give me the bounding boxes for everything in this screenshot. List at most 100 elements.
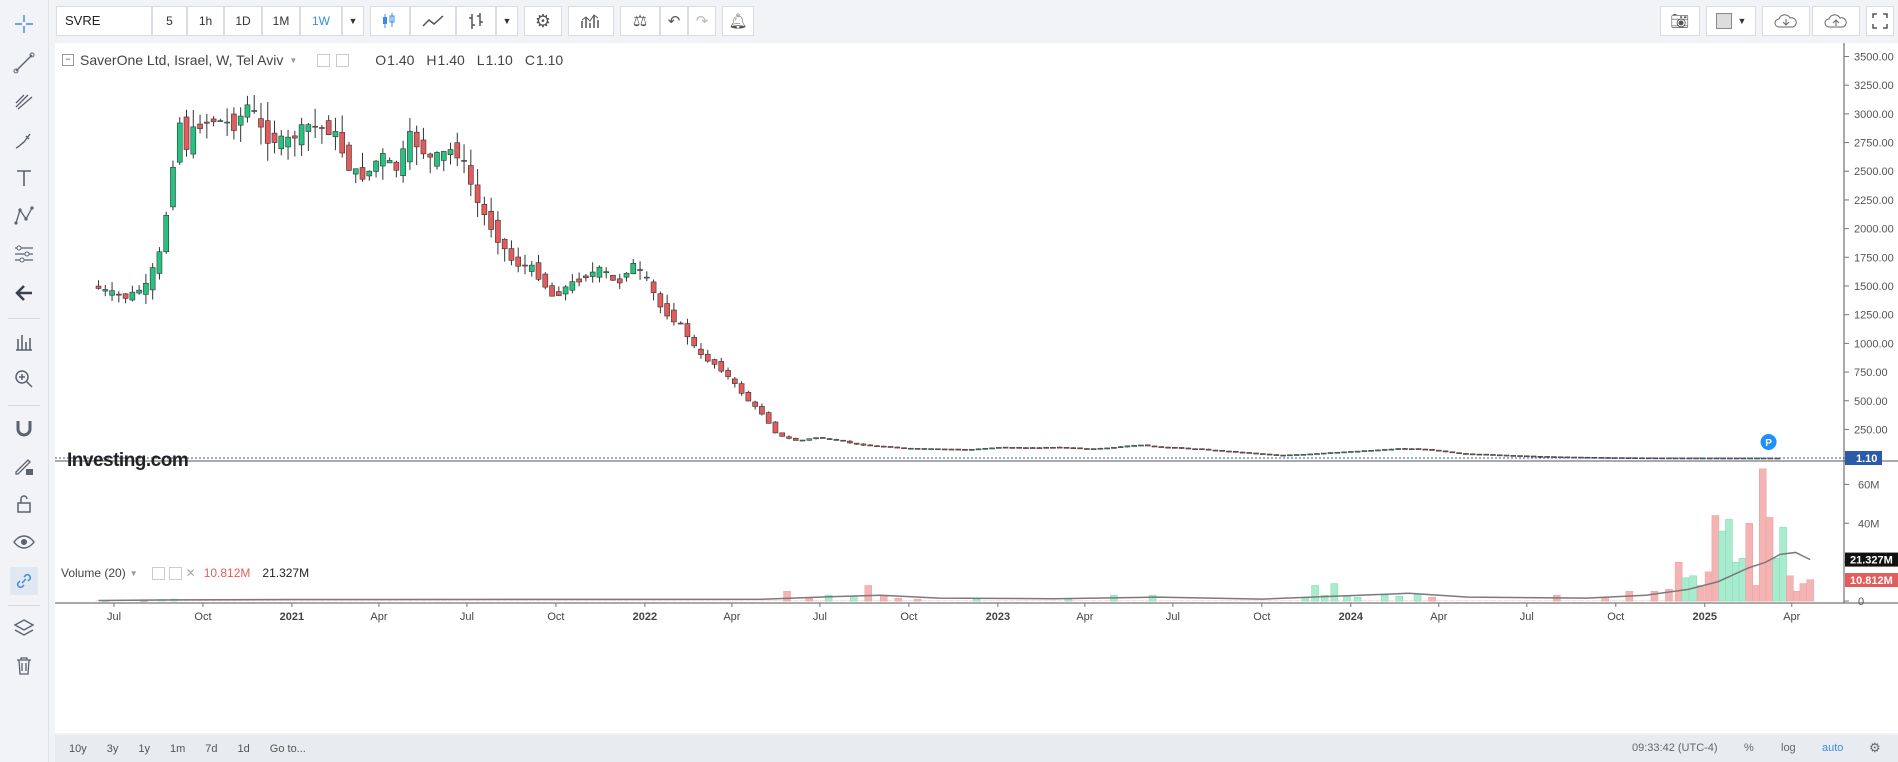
trash-icon[interactable] — [10, 652, 38, 680]
candle-down — [501, 238, 508, 250]
candle-up — [1117, 446, 1124, 449]
candle-up — [1293, 454, 1300, 456]
settings-button[interactable]: ⚙ — [524, 6, 562, 36]
volume-bar — [1320, 594, 1329, 602]
volume-bar — [366, 600, 373, 602]
time-tick-label: 2021 — [280, 611, 304, 623]
range-3y-button[interactable]: 3y — [106, 742, 119, 755]
candle-up — [1381, 449, 1388, 451]
log-toggle[interactable]: log — [1781, 742, 1796, 754]
line-type-button[interactable] — [410, 6, 456, 36]
volume-close-icon[interactable]: ✕ — [185, 566, 196, 580]
unlock-icon[interactable] — [10, 490, 38, 518]
volume-bar — [596, 600, 603, 602]
back-arrow-icon[interactable] — [10, 279, 38, 307]
interval-1m-button[interactable]: 1M — [262, 6, 300, 36]
volume-bar — [447, 600, 454, 602]
volume-bar — [907, 600, 914, 602]
chart-type-dropdown[interactable]: ▼ — [496, 6, 518, 36]
volume-bar — [1077, 600, 1084, 602]
link-icon[interactable] — [10, 567, 38, 595]
pattern-icon[interactable] — [10, 202, 38, 230]
series-hide-icon[interactable] — [336, 53, 350, 67]
alert-button[interactable]: 🔔︎ — [722, 6, 754, 36]
price-tick-label: 2750.00 — [1854, 138, 1894, 150]
fullscreen-button[interactable] — [1866, 6, 1894, 36]
interval-dropdown[interactable]: ▼ — [342, 6, 364, 36]
candle-up — [826, 438, 833, 440]
range-1d-button[interactable]: 1d — [237, 742, 250, 755]
series-settings-icon[interactable] — [317, 53, 331, 67]
candle-down — [1476, 453, 1483, 456]
range-10y-button[interactable]: 10y — [69, 742, 87, 755]
candle-down — [759, 406, 765, 415]
magnet-icon[interactable] — [10, 414, 38, 442]
save-chart-button[interactable] — [1812, 6, 1860, 36]
candle-down — [1165, 446, 1171, 449]
chart-svg[interactable]: 250.00 500.00 750.00 1000.00 1250.00 1500.00 1… — [55, 43, 1898, 733]
zoom-icon[interactable] — [10, 365, 38, 393]
gear-icon[interactable]: ⚙ — [1869, 740, 1881, 755]
volume-bar — [1435, 600, 1442, 602]
measure-icon[interactable] — [10, 328, 38, 356]
compare-button[interactable]: ⚖ — [620, 6, 660, 36]
prediction-icon[interactable] — [10, 240, 38, 268]
redo-button[interactable]: ↷ — [688, 6, 716, 36]
chevron-down-icon[interactable]: ▼ — [289, 55, 298, 65]
brush-icon[interactable] — [10, 126, 38, 154]
candle-up — [603, 271, 610, 274]
bar-type-button[interactable] — [456, 6, 496, 36]
interval-1h-button[interactable]: 1h — [187, 6, 224, 36]
volume-bar — [1273, 600, 1280, 602]
collapse-icon[interactable]: − — [62, 54, 74, 66]
candle-down — [752, 401, 758, 407]
volume-bar — [298, 600, 305, 602]
volume-bar — [183, 600, 190, 602]
auto-toggle[interactable]: auto — [1822, 742, 1844, 754]
eye-icon[interactable] — [10, 528, 38, 556]
trend-line-icon[interactable] — [10, 49, 38, 77]
candle-down — [894, 446, 901, 449]
interval-5-button[interactable]: 5 — [152, 6, 187, 36]
volume-bar — [1368, 600, 1375, 602]
candle-down — [197, 123, 203, 129]
volume-bar — [494, 600, 501, 602]
candle-down — [122, 293, 129, 299]
volume-bar — [1489, 600, 1496, 602]
chart-panel[interactable]: 250.00 500.00 750.00 1000.00 1250.00 1500.00 1… — [55, 43, 1898, 733]
interval-1d-button[interactable]: 1D — [224, 6, 262, 36]
volume-tick-label: 0 — [1858, 596, 1864, 608]
pitchfork-icon[interactable] — [10, 87, 38, 115]
text-icon[interactable] — [10, 164, 38, 192]
candle-up — [298, 124, 305, 146]
chevron-down-icon[interactable]: ▼ — [129, 568, 138, 578]
chevron-down-icon: ▼ — [348, 16, 358, 26]
chevron-down-icon: ▼ — [502, 16, 512, 26]
lock-drawing-icon[interactable] — [10, 452, 38, 480]
candle-down — [684, 323, 691, 338]
snapshot-button[interactable]: 📷︎ — [1660, 6, 1700, 36]
load-chart-button[interactable] — [1762, 6, 1810, 36]
volume-bar — [657, 600, 664, 602]
percent-toggle[interactable]: % — [1744, 742, 1754, 754]
range-7d-button[interactable]: 7d — [205, 742, 218, 755]
volume-bar — [257, 600, 264, 602]
symbol-input[interactable]: SVRE — [56, 6, 152, 36]
range-1y-button[interactable]: 1y — [138, 742, 150, 755]
undo-button[interactable]: ↶ — [660, 6, 688, 36]
indicators-button[interactable] — [568, 6, 614, 36]
time-tick-label: Oct — [194, 611, 211, 623]
volume-bar — [1219, 600, 1226, 602]
crosshair-icon[interactable] — [10, 10, 38, 38]
layers-icon[interactable] — [10, 614, 38, 642]
color-button[interactable]: ▼ — [1706, 6, 1756, 36]
candle-type-button[interactable] — [370, 6, 410, 36]
volume-settings-icon[interactable] — [151, 566, 165, 580]
volume-bar — [373, 600, 380, 602]
goto-button[interactable]: Go to... — [269, 742, 306, 755]
interval-1w-button[interactable]: 1W — [300, 6, 342, 36]
volume-hide-icon[interactable] — [168, 566, 182, 580]
range-1m-button[interactable]: 1m — [170, 742, 186, 755]
volume-bar — [163, 600, 170, 602]
close-value: 1.10 — [535, 52, 564, 68]
